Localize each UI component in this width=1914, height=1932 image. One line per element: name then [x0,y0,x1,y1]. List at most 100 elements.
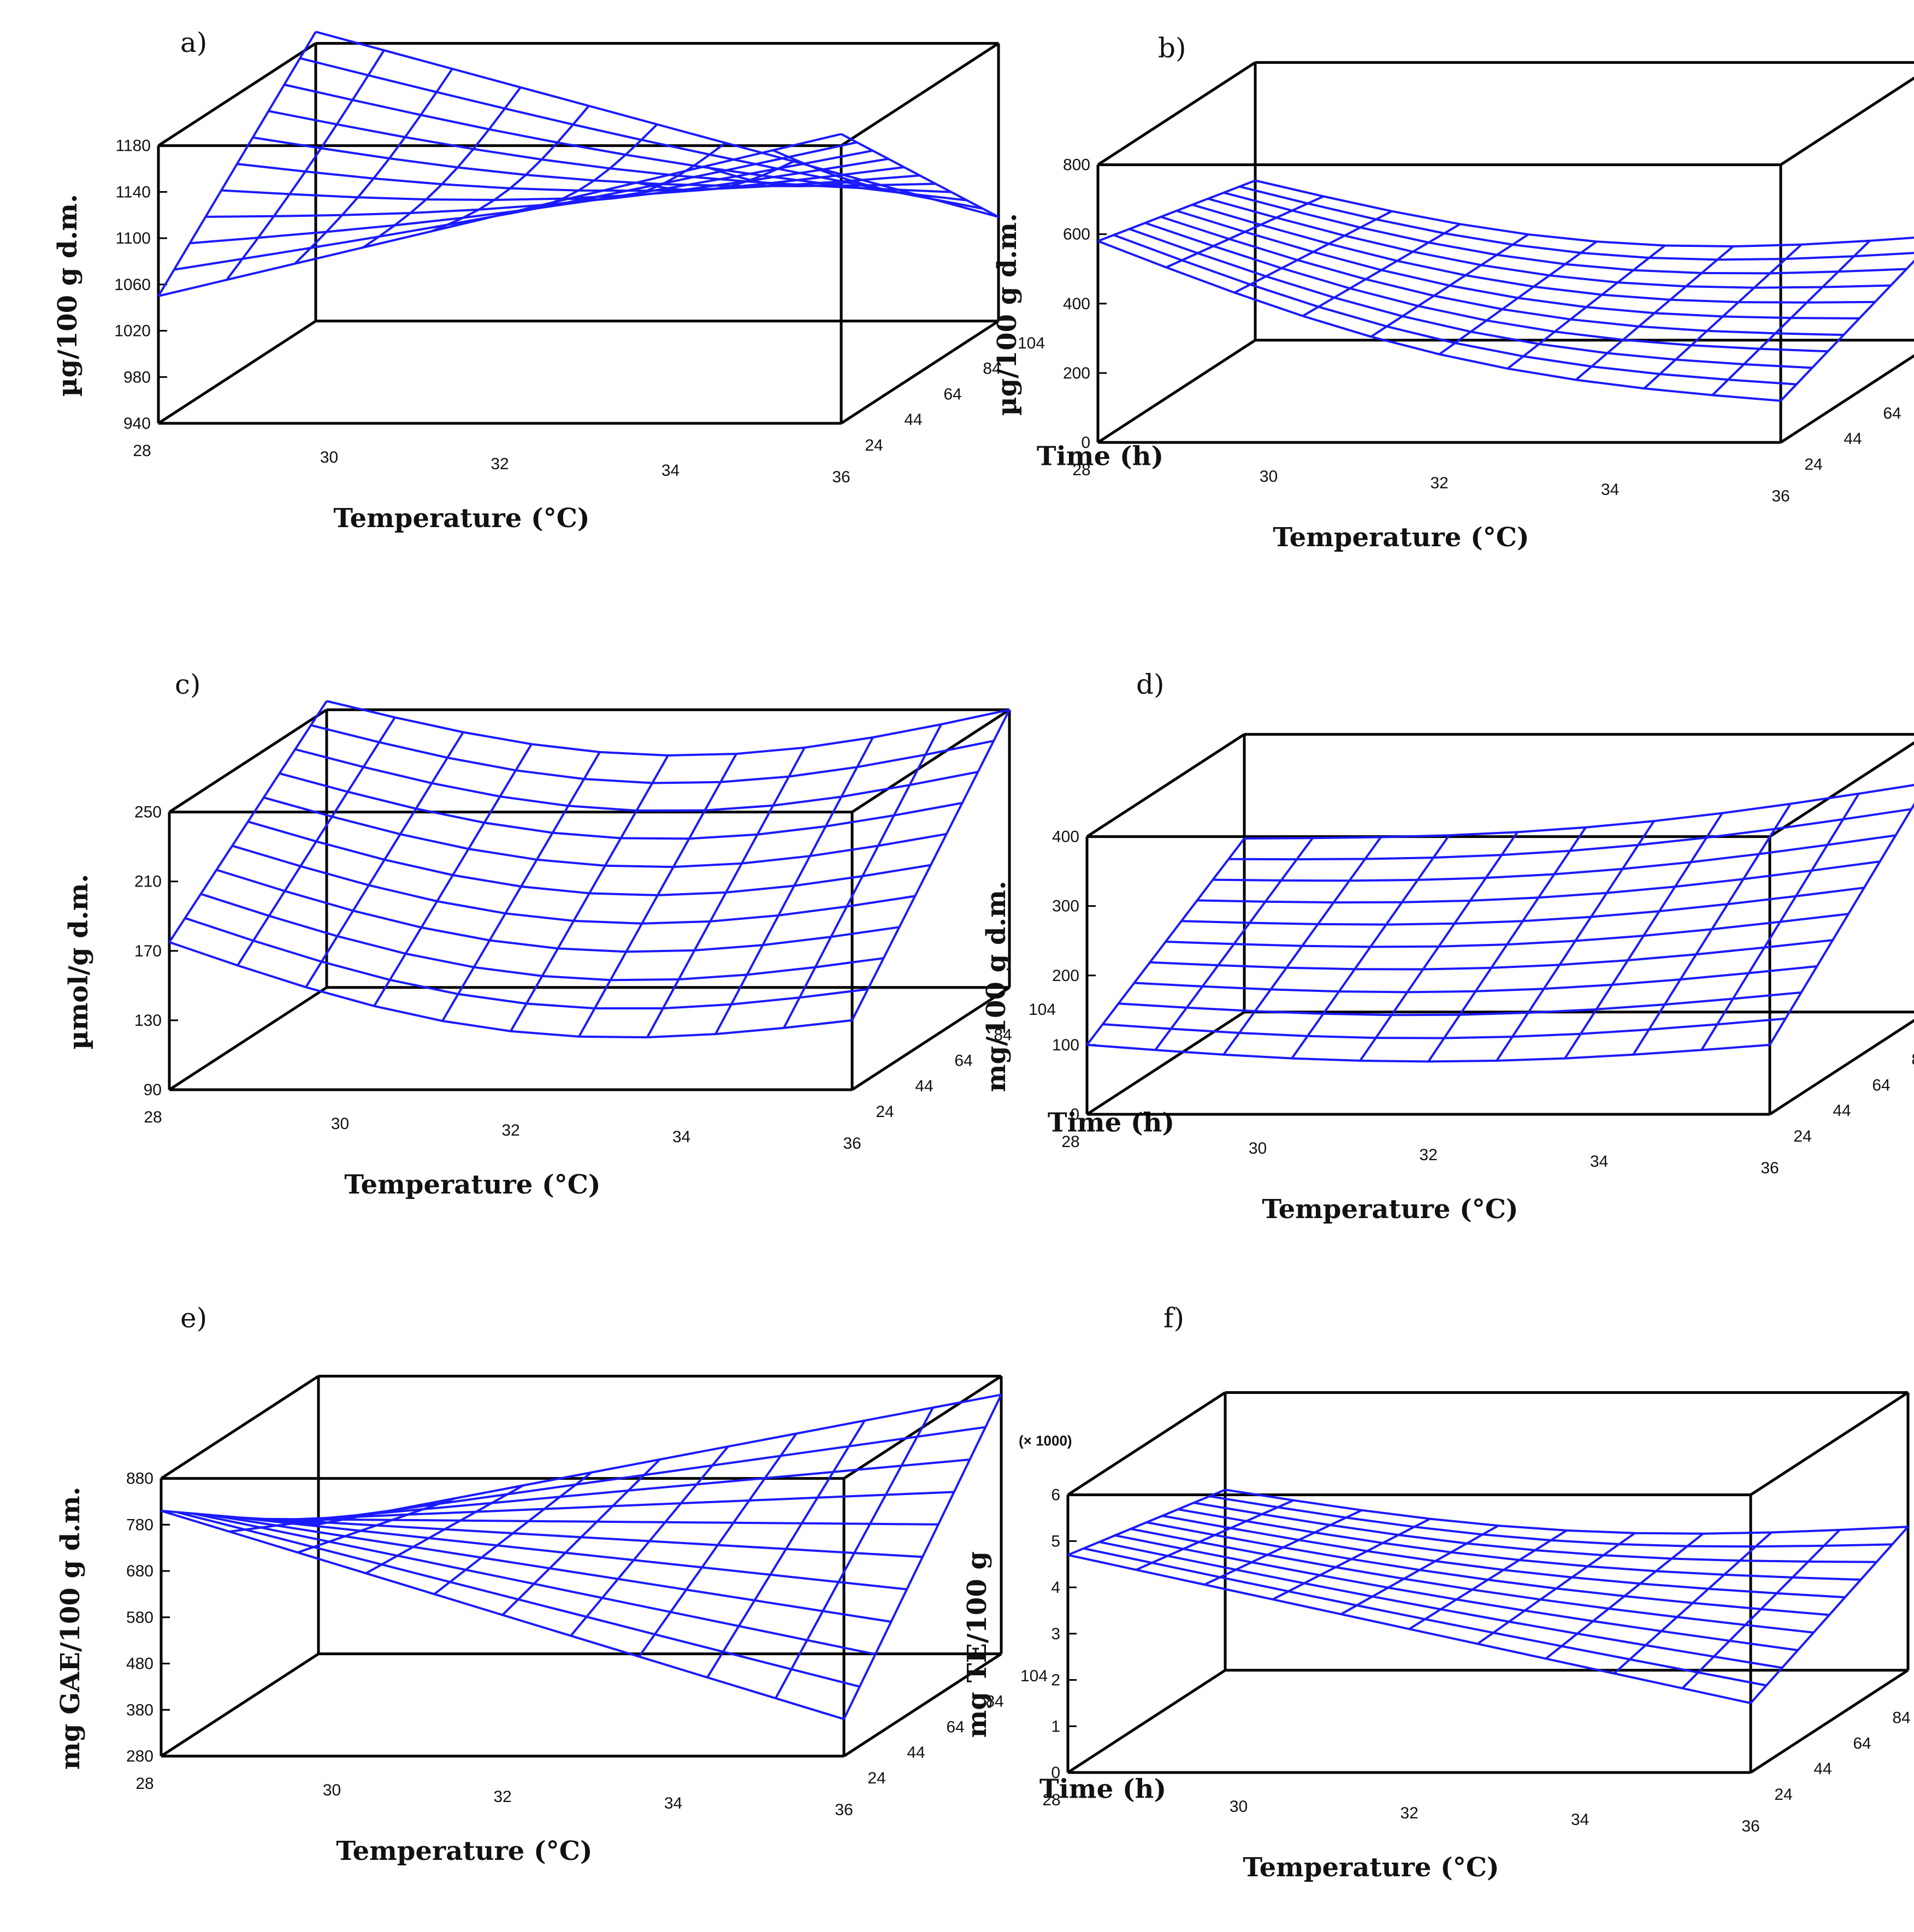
y-tick-label: 24 [1804,456,1822,474]
y-tick-label: 44 [1833,1102,1851,1120]
z-tick-label: 600 [1063,226,1090,244]
z-tick-label: 130 [134,1012,162,1030]
surface-mesh-line [1083,1547,1767,1687]
z-tick-label: 2 [1051,1671,1060,1689]
x-tick-label: 36 [843,1135,861,1153]
y-tick-label: 64 [943,385,961,403]
z-tick-label: 1140 [115,183,151,201]
surface-mesh-line [1711,240,1871,396]
x-tick-label: 32 [1430,474,1448,492]
surface-mesh-line [1223,191,1907,275]
box-edge [851,708,1011,813]
z-tick-label: 1060 [114,276,151,294]
surface-mesh-line [268,110,952,193]
box-edge [168,986,328,1091]
x-tick-label: 30 [1249,1139,1267,1157]
x-tick-label: 34 [1571,1811,1589,1829]
z-axis-title: µg/100 g d.m. [992,213,1023,416]
y-tick-label: 44 [907,1744,925,1762]
z-axis-title: mg TE/100 g [962,1551,993,1738]
box-edge [1750,1391,1909,1496]
x-tick-label: 34 [661,462,680,480]
z-tick-label: 200 [1063,364,1090,382]
z-tick-label: 400 [1052,828,1079,846]
x-tick-label: 34 [672,1128,690,1146]
y-axis-title: Time (h) [1037,441,1163,471]
surface-mesh-line [1496,820,1655,1061]
y-tick-label: 64 [1883,404,1901,422]
surface-mesh-line [704,165,863,187]
surface-mesh-line [200,893,884,982]
surface-mesh-line [1681,1529,1841,1689]
x-axis-title: Temperature (°C) [336,1836,592,1866]
surface-mesh-line [279,772,962,840]
z-scale-note: (× 1000) [1019,1433,1072,1449]
box-edge [1750,1669,1909,1774]
chart-panel-1: a) 940 980 1020 1060 1100 1140 1180 28 30 32 34 36 24… [52,27,1163,534]
box-edge [157,42,317,147]
surface-mesh-line [1476,1532,1636,1645]
box-edge [840,42,1000,147]
z-tick-label: 780 [126,1516,153,1534]
x-tick-label: 28 [144,1108,162,1126]
panel-label: a) [180,27,207,58]
x-axis-title: Temperature (°C) [344,1169,600,1200]
x-tick-label: 36 [835,1801,853,1819]
y-tick-label: 84 [1911,1051,1914,1069]
x-tick-label: 36 [1771,487,1789,505]
surface-mesh-line [1086,837,1245,1046]
surface-mesh-line [1176,209,1860,320]
surface-mesh-line [714,737,874,1035]
z-tick-label: 90 [144,1081,162,1099]
y-axis-title: Time (h) [1039,1774,1166,1804]
surface-mesh-line [318,1393,1002,1526]
surface-mesh-line [570,1445,729,1636]
surface-mesh-line [638,1433,798,1657]
box-edge [160,1375,320,1480]
z-tick-label: 680 [126,1562,153,1580]
y-tick-label: 44 [915,1077,933,1095]
surface-mesh-line [1255,179,1914,248]
z-tick-label: 980 [123,368,151,386]
x-tick-label: 34 [664,1794,682,1812]
surface-mesh-line [255,1517,938,1526]
surface-mesh-line [636,160,794,192]
z-tick-label: 1100 [115,229,151,247]
x-tick-label: 28 [1042,1791,1060,1809]
panel-label: b) [1158,32,1186,64]
surface-mesh-line [271,1491,954,1522]
box-edge [1067,1391,1226,1496]
surface-mesh-line [578,753,737,1037]
surface-mesh-line [1165,913,1849,948]
surface-mesh-line [1102,1017,1786,1039]
surface-mesh-line [1545,1533,1704,1660]
z-axis-title: µmol/g d.m. [63,874,94,1050]
surface-mesh-line [1208,197,1891,289]
surface-mesh-line [783,724,942,1029]
surface-mesh-line [843,1394,1002,1720]
x-tick-label: 28 [1072,461,1090,479]
y-tick-label: 24 [867,1769,885,1787]
x-tick-label: 34 [1601,481,1619,499]
y-tick-label: 104 [1029,1001,1056,1019]
z-axis-title: mg GAE/100 g d.m. [55,1487,86,1770]
surface-mesh-line [1239,185,1914,261]
surface-mesh-line [1197,860,1880,904]
z-axis-title: µg/100 g d.m. [52,194,83,397]
x-tick-label: 30 [320,448,338,466]
y-tick-label: 24 [1774,1786,1792,1804]
y-tick-label: 44 [1813,1760,1832,1778]
surface-mesh-line [1213,834,1896,882]
x-tick-label: 28 [135,1775,153,1793]
box-edge [1086,733,1245,838]
surface-mesh-line [1194,1502,1877,1563]
box-edge [851,986,1011,1091]
x-tick-label: 30 [323,1781,341,1799]
surface-mesh-line [1192,203,1875,304]
surface-mesh-line [263,796,947,868]
surface-mesh-line [1181,887,1865,926]
surface-mesh-line [287,1458,970,1523]
surface-mesh-line [283,84,967,202]
surface-mesh-line [1134,965,1817,994]
